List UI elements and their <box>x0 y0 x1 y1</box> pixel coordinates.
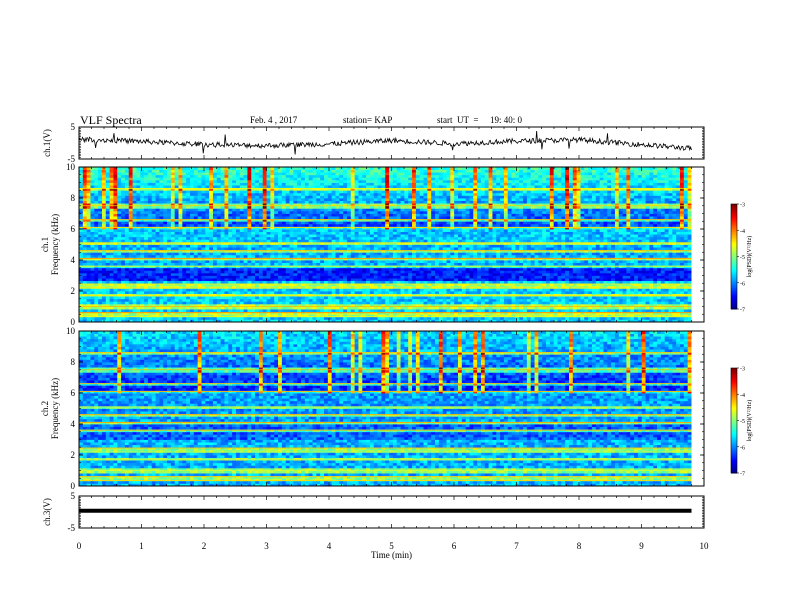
y-tick-label: 5 <box>71 122 76 132</box>
colorbar-tick-label: -6 <box>740 281 745 287</box>
colorbar-tick-label: -4 <box>740 229 745 235</box>
y-tick-label: 2 <box>71 450 76 460</box>
y-tick-label: 2 <box>71 286 76 296</box>
x-tick-label: 3 <box>264 541 269 551</box>
x-tick-label: 10 <box>700 541 710 551</box>
x-tick-label: 5 <box>389 541 394 551</box>
y-tick-label: 8 <box>71 193 76 203</box>
y-tick-label: 6 <box>71 224 76 234</box>
spectrogram-2 <box>79 331 704 487</box>
x-tick-label: 9 <box>639 541 644 551</box>
x-tick-label: 2 <box>202 541 207 551</box>
station-label: station= KAP <box>343 115 392 125</box>
ch1-ylabel-line2: Frequency (kHz) <box>50 214 60 275</box>
x-tick-label: 7 <box>514 541 519 551</box>
colorbar-2 <box>730 367 739 474</box>
ch1-ylabel: ch.1(V) <box>42 129 52 157</box>
colorbar-tick-label: -4 <box>740 393 745 399</box>
x-tick-label: 0 <box>77 541 82 551</box>
y-tick-label: 10 <box>66 162 76 172</box>
ch2-ylabel-line2: Frequency (kHz) <box>50 378 60 439</box>
colorbar-1 <box>730 203 739 310</box>
no-data-region <box>691 167 704 322</box>
y-tick-label: 10 <box>66 326 76 336</box>
x-axis-label: Time (min) <box>371 550 412 560</box>
x-tick-label: 1 <box>139 541 144 551</box>
colorbar-tick-label: -5 <box>740 419 745 425</box>
no-data-region <box>691 331 704 486</box>
y-tick-label: 0 <box>71 317 76 327</box>
ch3-ylabel: ch.3(V) <box>42 498 52 526</box>
colorbar-tick-label: -7 <box>740 472 745 478</box>
chart-title: VLF Spectra <box>80 113 142 128</box>
x-tick-label: 6 <box>452 541 457 551</box>
y-tick-label: 4 <box>71 419 76 429</box>
colorbar-tick-label: -3 <box>740 367 745 373</box>
colorbar-label: log(PSD)(V²/Hz) <box>746 400 753 441</box>
colorbar-label: log(PSD)(V²/Hz) <box>746 236 753 277</box>
y-tick-label: -5 <box>68 523 76 533</box>
colorbar-tick-label: -6 <box>740 445 745 451</box>
colorbar-tick-label: -7 <box>740 308 745 314</box>
x-tick-label: 8 <box>577 541 582 551</box>
y-tick-label: 8 <box>71 357 76 367</box>
date-label: Feb. 4 , 2017 <box>250 115 297 125</box>
y-tick-label: 4 <box>71 255 76 265</box>
ch2-ylabel-line1: ch.2 <box>40 401 50 416</box>
start-ut-label: start UT = <box>437 115 478 125</box>
spectrogram-1 <box>79 167 704 323</box>
ch1-waveform-line <box>78 131 692 155</box>
start-ut-value: 19: 40: 0 <box>490 115 522 125</box>
y-tick-label: -5 <box>68 154 76 164</box>
y-tick-label: 0 <box>71 481 76 491</box>
y-tick-label: 6 <box>71 388 76 398</box>
ch1-ylabel-line1: ch.1 <box>40 237 50 252</box>
y-tick-label: 5 <box>71 491 76 501</box>
colorbar-tick-label: -3 <box>740 203 745 209</box>
colorbar-tick-label: -5 <box>740 255 745 261</box>
x-tick-label: 4 <box>327 541 332 551</box>
